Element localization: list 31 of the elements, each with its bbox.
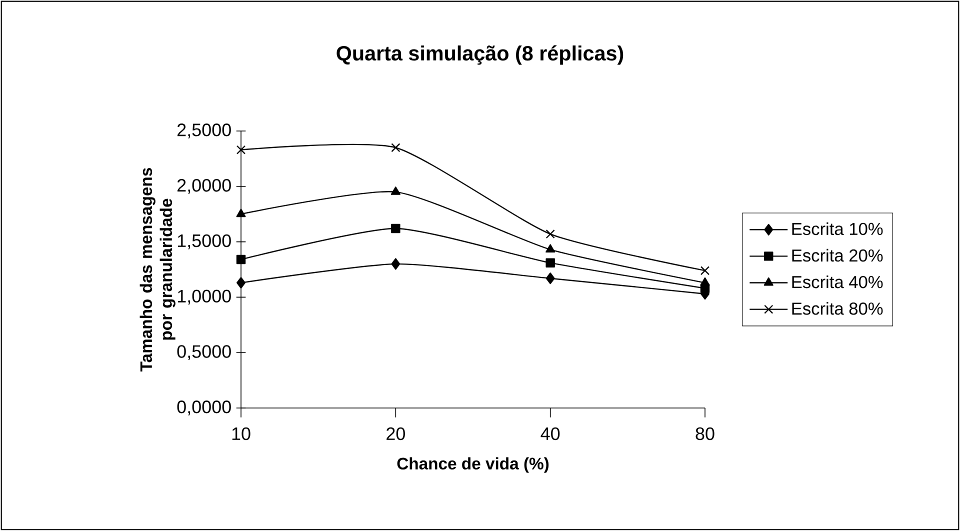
point — [236, 254, 246, 264]
y-tick-label: 1,0000 — [178, 290, 231, 305]
point — [236, 145, 246, 154]
point — [546, 229, 555, 239]
y-tick-label: 2,0000 — [177, 178, 231, 194]
x-tick-label: 10 — [232, 427, 250, 440]
x-tick-label: 20 — [386, 427, 405, 440]
y-axis-title: Tamanho das mensagens por granularidade — [140, 168, 176, 372]
y-tick-label: 0,0000 — [177, 400, 231, 416]
point — [700, 277, 710, 286]
chart-title: Quarta simulação (8 réplicas) — [336, 45, 624, 65]
point — [391, 258, 400, 270]
y-tick-label: 1,5000 — [178, 234, 231, 250]
x-axis-title: Chance de vida (%) — [397, 457, 549, 473]
point — [236, 276, 246, 289]
y-tick-label: 2,5000 — [177, 124, 231, 138]
legend-label: Escrita 20% — [792, 248, 883, 262]
y-tick-label: 0,5000 — [177, 345, 231, 360]
point — [391, 224, 400, 234]
point — [546, 258, 555, 268]
point — [546, 244, 556, 253]
point — [390, 186, 400, 195]
x-tick-label: 80 — [696, 427, 714, 440]
point — [700, 266, 710, 276]
x-tick-label: 40 — [540, 427, 560, 440]
legend-label: Escrita 40% — [792, 275, 883, 288]
legend-label: Escrita 10% — [792, 222, 883, 236]
point — [391, 143, 400, 152]
point — [236, 208, 246, 218]
legend-label: Escrita 80% — [792, 302, 883, 315]
point — [546, 272, 555, 284]
